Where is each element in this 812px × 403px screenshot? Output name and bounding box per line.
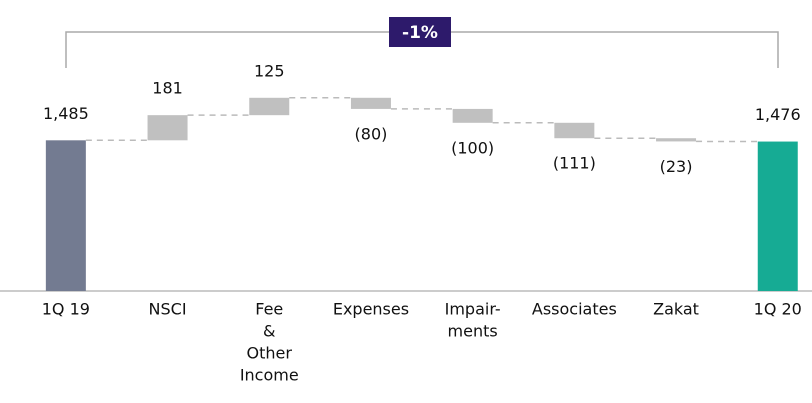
bar — [656, 138, 697, 142]
annotation: -1% — [402, 23, 438, 43]
value-label: 181 — [152, 79, 183, 98]
x-tick-label: Expenses — [333, 300, 409, 319]
value-label: (111) — [553, 154, 596, 173]
annotation-box — [389, 17, 451, 47]
bar — [350, 97, 391, 109]
bar — [452, 108, 493, 123]
bar — [249, 97, 290, 116]
bar — [554, 122, 595, 139]
value-label: 1,476 — [755, 105, 801, 124]
x-tick-label: Associates — [532, 300, 617, 319]
x-tick-label: Impair- — [445, 300, 501, 319]
x-tick-label: 1Q 19 — [42, 300, 90, 319]
x-tick-label: Zakat — [653, 300, 699, 319]
x-tick-label: Fee — [255, 300, 283, 319]
value-label: 1,485 — [43, 104, 89, 123]
x-tick-label: Other — [247, 344, 293, 363]
bar — [147, 115, 188, 141]
value-label: (80) — [355, 124, 388, 143]
x-tick-label: ments — [448, 322, 498, 341]
x-tick-label: 1Q 20 — [754, 300, 802, 319]
value-label: 125 — [254, 61, 285, 80]
bar — [757, 141, 798, 291]
value-label: (100) — [451, 138, 494, 157]
x-tick-label: NSCI — [149, 300, 187, 319]
x-tick-label: Income — [240, 366, 299, 385]
bar — [45, 140, 86, 291]
value-label: (23) — [660, 157, 693, 176]
x-tick-label: & — [263, 322, 275, 341]
